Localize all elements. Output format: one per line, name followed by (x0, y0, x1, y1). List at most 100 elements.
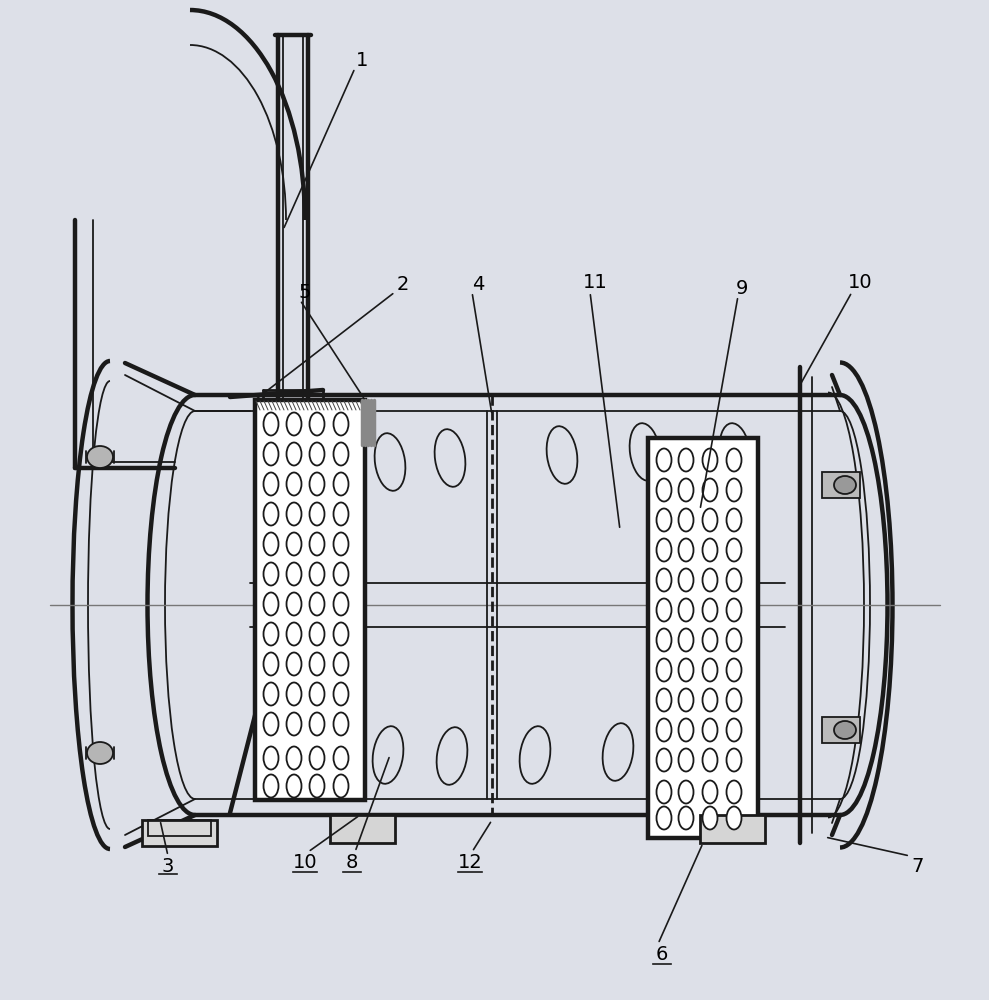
Ellipse shape (310, 682, 324, 706)
Ellipse shape (678, 629, 693, 652)
Ellipse shape (310, 774, 324, 798)
Bar (648, 438, 758, 838)
Ellipse shape (333, 473, 348, 495)
Ellipse shape (657, 568, 672, 591)
Ellipse shape (657, 748, 672, 772)
Ellipse shape (287, 562, 302, 585)
Text: 10: 10 (293, 852, 317, 871)
Text: 11: 11 (583, 272, 607, 292)
Ellipse shape (87, 446, 113, 468)
Ellipse shape (287, 412, 302, 436)
Bar (255, 400, 365, 800)
Text: 6: 6 (656, 944, 669, 964)
Ellipse shape (727, 780, 742, 804)
Ellipse shape (263, 746, 279, 770)
Ellipse shape (263, 592, 279, 615)
Ellipse shape (727, 568, 742, 591)
Ellipse shape (87, 742, 113, 764)
Ellipse shape (727, 806, 742, 830)
Text: 8: 8 (346, 852, 358, 871)
Ellipse shape (727, 718, 742, 742)
Text: 2: 2 (397, 274, 409, 294)
Ellipse shape (333, 682, 348, 706)
Ellipse shape (702, 568, 717, 591)
Bar (148, 820, 211, 836)
Ellipse shape (657, 806, 672, 830)
Ellipse shape (702, 658, 717, 682)
Text: 7: 7 (912, 856, 924, 876)
Ellipse shape (263, 412, 279, 436)
Ellipse shape (310, 746, 324, 770)
Ellipse shape (333, 562, 348, 585)
Ellipse shape (727, 688, 742, 712)
Ellipse shape (333, 502, 348, 526)
Ellipse shape (263, 774, 279, 798)
Ellipse shape (657, 718, 672, 742)
Ellipse shape (310, 532, 324, 556)
Ellipse shape (834, 476, 856, 494)
Ellipse shape (727, 598, 742, 621)
Ellipse shape (310, 502, 324, 526)
Ellipse shape (263, 473, 279, 495)
Ellipse shape (727, 629, 742, 652)
Ellipse shape (702, 806, 717, 830)
Ellipse shape (657, 479, 672, 502)
Ellipse shape (287, 712, 302, 736)
Text: 3: 3 (162, 856, 174, 876)
Ellipse shape (678, 568, 693, 591)
Ellipse shape (727, 538, 742, 562)
Ellipse shape (657, 598, 672, 621)
Ellipse shape (263, 532, 279, 556)
Text: 10: 10 (848, 272, 872, 292)
Ellipse shape (333, 622, 348, 646)
Ellipse shape (657, 538, 672, 562)
Ellipse shape (263, 622, 279, 646)
Ellipse shape (287, 682, 302, 706)
Text: 1: 1 (356, 50, 368, 70)
Ellipse shape (678, 508, 693, 532)
Ellipse shape (287, 473, 302, 495)
Ellipse shape (678, 806, 693, 830)
Bar (822, 472, 860, 498)
Ellipse shape (263, 562, 279, 585)
Ellipse shape (333, 652, 348, 676)
Bar (330, 815, 395, 843)
Ellipse shape (678, 748, 693, 772)
Ellipse shape (310, 442, 324, 466)
Ellipse shape (678, 479, 693, 502)
Ellipse shape (287, 532, 302, 556)
Ellipse shape (727, 479, 742, 502)
Ellipse shape (310, 592, 324, 615)
Ellipse shape (702, 448, 717, 472)
Ellipse shape (263, 652, 279, 676)
Ellipse shape (310, 622, 324, 646)
Ellipse shape (678, 448, 693, 472)
Ellipse shape (657, 658, 672, 682)
Ellipse shape (333, 774, 348, 798)
Ellipse shape (310, 712, 324, 736)
Ellipse shape (657, 448, 672, 472)
Ellipse shape (702, 508, 717, 532)
Ellipse shape (657, 688, 672, 712)
Ellipse shape (310, 412, 324, 436)
Ellipse shape (678, 538, 693, 562)
Ellipse shape (263, 442, 279, 466)
Ellipse shape (263, 502, 279, 526)
Ellipse shape (263, 682, 279, 706)
Ellipse shape (287, 622, 302, 646)
Ellipse shape (727, 748, 742, 772)
Ellipse shape (702, 718, 717, 742)
Ellipse shape (678, 688, 693, 712)
Ellipse shape (287, 774, 302, 798)
Ellipse shape (657, 780, 672, 804)
Ellipse shape (287, 502, 302, 526)
Ellipse shape (333, 746, 348, 770)
Ellipse shape (287, 592, 302, 615)
Ellipse shape (727, 658, 742, 682)
Ellipse shape (702, 479, 717, 502)
Ellipse shape (310, 562, 324, 585)
Ellipse shape (678, 598, 693, 621)
Ellipse shape (287, 746, 302, 770)
Ellipse shape (702, 538, 717, 562)
Ellipse shape (333, 712, 348, 736)
